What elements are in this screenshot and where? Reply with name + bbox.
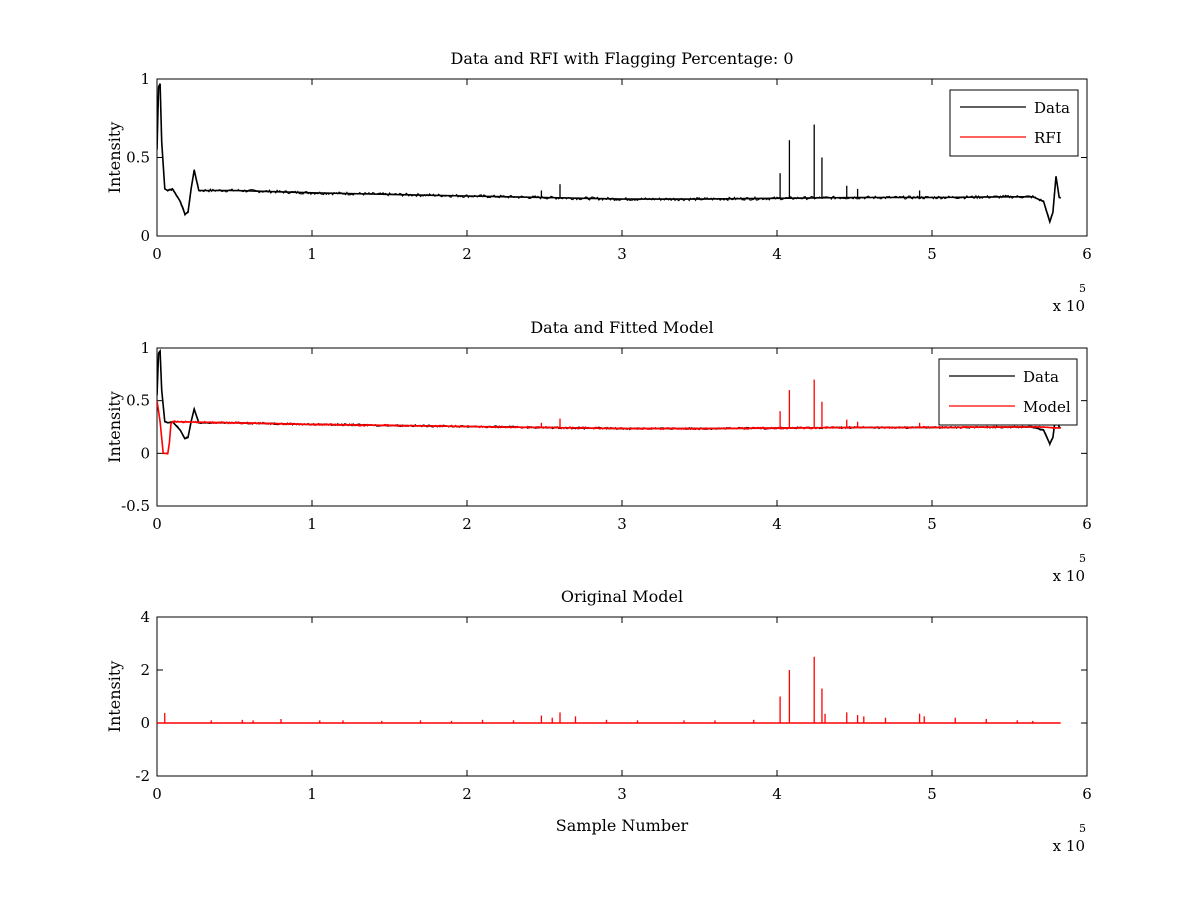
legend-entry-rfi: RFI (1034, 129, 1062, 147)
legend-entry-model: Model (1023, 398, 1071, 416)
y-tick-label: 1 (140, 339, 150, 357)
x-tick-label: 3 (617, 785, 627, 803)
legend-box (949, 89, 1079, 157)
subplot-1: Data and RFI with Flagging Percentage: 0… (105, 49, 1092, 315)
x-tick-label: 6 (1082, 245, 1092, 263)
x-tick-label: 0 (152, 785, 162, 803)
chart-title: Data and Fitted Model (530, 318, 713, 337)
y-tick-label: 4 (140, 608, 150, 626)
plot-area (157, 83, 1062, 225)
legend: Data Model (938, 358, 1078, 426)
y-tick-label: 0 (140, 714, 150, 732)
x-axis-label: Sample Number (556, 816, 689, 835)
y-axis-label: Intensity (105, 122, 124, 194)
y-tick-label: 0.5 (126, 392, 150, 410)
plot-area (157, 348, 1062, 455)
y-axis-label: Intensity (105, 391, 124, 463)
x-tick-label: 4 (772, 515, 782, 533)
series-noise (157, 400, 1060, 455)
x-tick-label: 3 (617, 515, 627, 533)
x-tick-label: 1 (307, 245, 317, 263)
legend-entry-data: Data (1034, 99, 1070, 117)
x-tick-label: 1 (307, 785, 317, 803)
x-tick-label: 2 (462, 515, 472, 533)
x-tick-label: 1 (307, 515, 317, 533)
series-noise (157, 83, 1061, 223)
x-tick-label: 0 (152, 245, 162, 263)
x-tick-label: 6 (1082, 515, 1092, 533)
x-tick-label: 6 (1082, 785, 1092, 803)
x-tick-label: 2 (462, 785, 472, 803)
x-exponent-power: 5 (1079, 822, 1086, 835)
x-tick-label: 0 (152, 515, 162, 533)
y-tick-label: 1 (140, 70, 150, 88)
y-axis-label: Intensity (105, 661, 124, 733)
x-exponent-base: x 10 (1053, 567, 1085, 585)
x-tick-label: 2 (462, 245, 472, 263)
y-tick-label: 0 (140, 227, 150, 245)
y-tick-label: 2 (140, 661, 150, 679)
x-tick-label: 5 (927, 245, 937, 263)
x-tick-label: 5 (927, 515, 937, 533)
x-tick-label: 4 (772, 785, 782, 803)
chart-title: Data and RFI with Flagging Percentage: 0 (450, 49, 793, 68)
x-exponent-base: x 10 (1053, 297, 1085, 315)
axes-box (156, 78, 1088, 237)
legend: Data RFI (949, 89, 1079, 157)
y-tick-label: 0 (140, 444, 150, 462)
axes-box (156, 616, 1088, 777)
plot-area (157, 656, 1061, 724)
x-exponent-base: x 10 (1053, 837, 1085, 855)
y-tick-label: -0.5 (121, 497, 150, 515)
legend-entry-data: Data (1023, 368, 1059, 386)
chart-title: Original Model (561, 587, 683, 606)
x-exponent-power: 5 (1079, 282, 1086, 295)
y-tick-label: 0.5 (126, 149, 150, 167)
x-tick-label: 5 (927, 785, 937, 803)
x-exponent-power: 5 (1079, 552, 1086, 565)
legend-box (938, 358, 1078, 426)
x-tick-label: 3 (617, 245, 627, 263)
x-tick-label: 4 (772, 245, 782, 263)
y-tick-label: -2 (135, 767, 150, 785)
